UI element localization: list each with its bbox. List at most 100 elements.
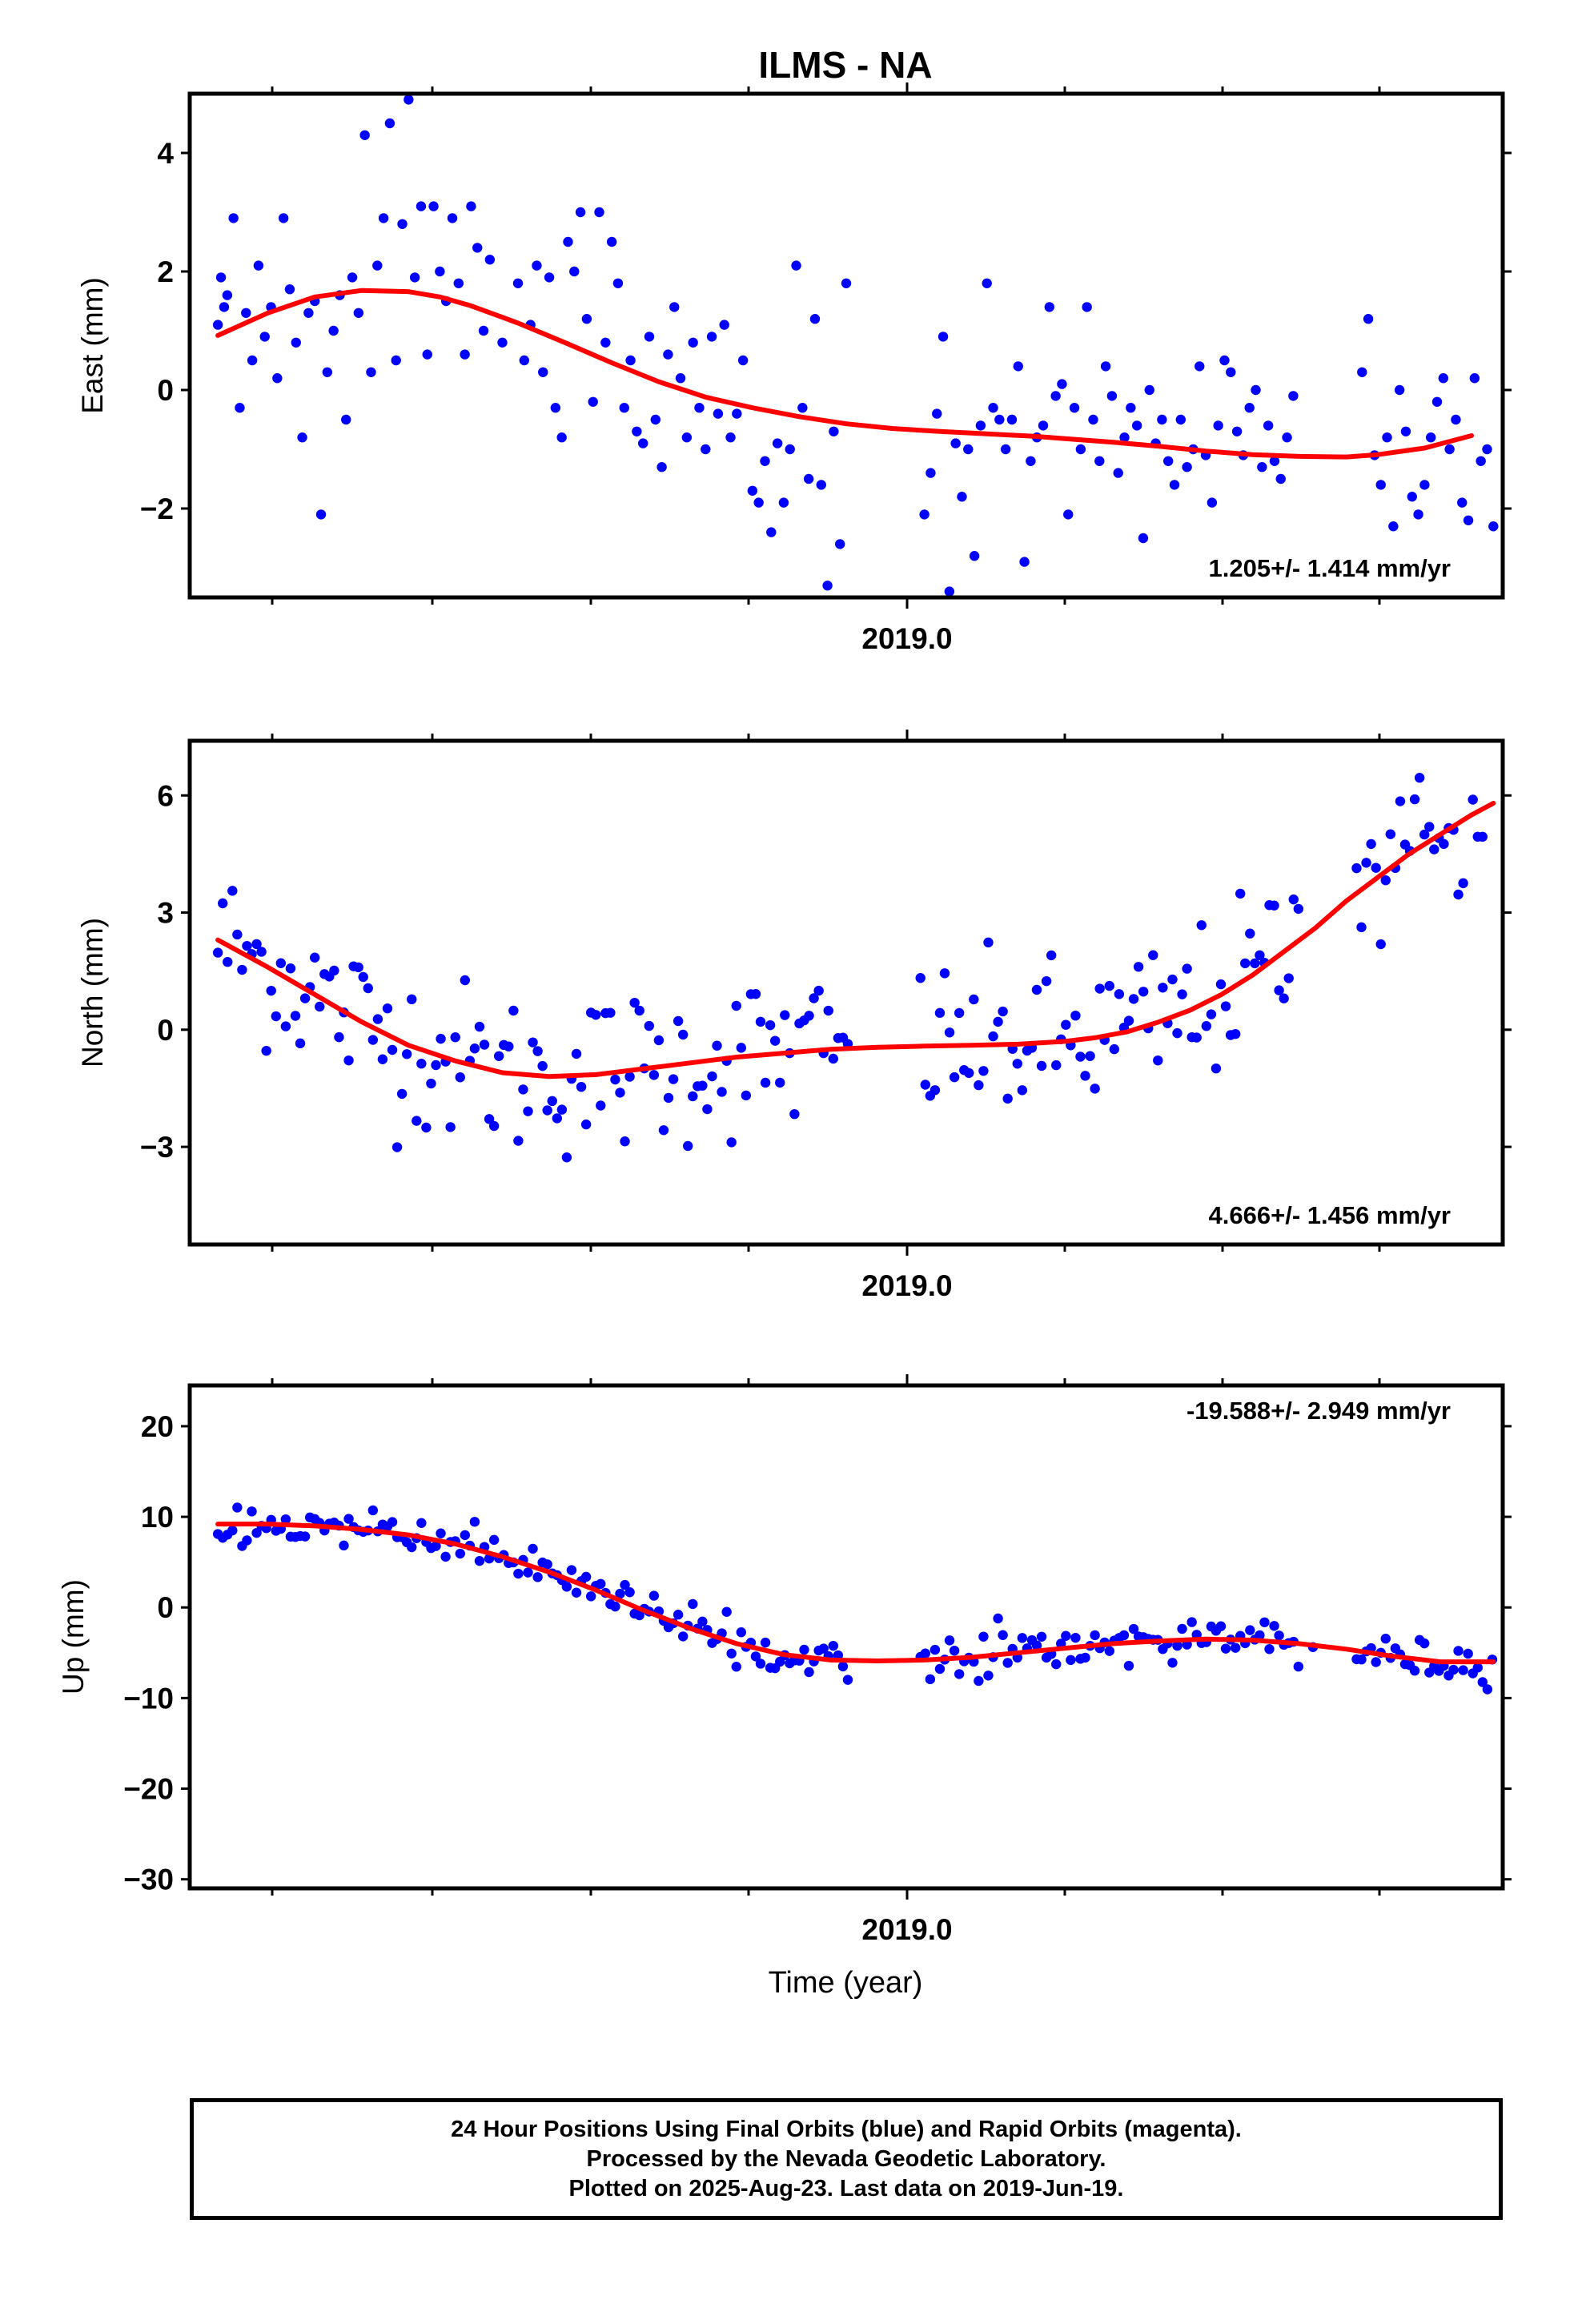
east-plot-area	[212, 94, 1499, 597]
up-data-point	[983, 1671, 994, 1681]
up-data-point	[1259, 1617, 1270, 1627]
up-data-point	[1264, 1644, 1275, 1655]
east-data-point	[688, 337, 698, 348]
up-data-point	[620, 1579, 630, 1590]
panel-up: 20 10 0 −10 −20 −30 2019.0 Up (mm) -19.588+/- 2.…	[57, 1374, 1512, 1946]
east-data-point	[422, 349, 432, 360]
north-data-point	[1211, 1063, 1222, 1074]
east-data-point	[1357, 367, 1367, 377]
up-data-point	[1066, 1655, 1076, 1666]
north-y-tick-label: 0	[157, 1014, 174, 1047]
north-data-point	[571, 1048, 582, 1059]
up-data-point	[615, 1588, 625, 1599]
north-data-point	[1158, 983, 1168, 993]
north-frame	[187, 738, 1505, 1247]
east-data-point	[1094, 456, 1105, 466]
up-data-point	[1002, 1658, 1013, 1668]
north-data-point	[1371, 862, 1381, 873]
east-data-point	[713, 408, 724, 419]
north-data-point	[280, 1021, 291, 1031]
east-data-point	[1394, 384, 1405, 396]
east-data-point	[1400, 426, 1411, 436]
north-data-point	[484, 1114, 495, 1124]
east-data-point	[512, 278, 524, 288]
east-data-point	[341, 414, 351, 425]
north-data-point	[1017, 1085, 1028, 1096]
north-data-point	[988, 1031, 998, 1042]
east-data-point	[1013, 361, 1023, 372]
east-data-point	[675, 373, 686, 384]
east-data-point	[538, 367, 548, 377]
up-data-point	[755, 1659, 766, 1669]
east-data-point	[1263, 420, 1274, 431]
caption-line-3: Plotted on 2025-Aug-23. Last data on 201…	[568, 2175, 1124, 2201]
east-data-point	[1244, 403, 1255, 413]
north-data-point	[580, 1119, 592, 1130]
east-data-point	[932, 408, 942, 419]
north-data-point	[944, 1027, 955, 1038]
up-data-point	[925, 1674, 936, 1685]
north-data-point	[697, 1080, 708, 1091]
up-data-point	[1448, 1664, 1459, 1675]
north-data-point	[1288, 894, 1299, 905]
north-data-point	[668, 1074, 679, 1084]
east-data-point	[803, 473, 814, 485]
up-data-point	[677, 1631, 689, 1642]
east-data-point	[637, 438, 648, 448]
north-data-point	[648, 1070, 660, 1080]
north-data-point	[663, 1092, 674, 1104]
east-data-point	[791, 260, 801, 271]
north-data-point	[285, 963, 296, 974]
north-data-point	[964, 1068, 974, 1079]
up-data-point	[474, 1555, 485, 1566]
up-data-point	[624, 1587, 635, 1598]
east-data-point	[416, 201, 427, 211]
east-data-point	[569, 266, 580, 277]
up-data-point	[1356, 1655, 1367, 1665]
north-data-point	[528, 1037, 538, 1047]
east-data-point	[460, 349, 470, 360]
east-data-point	[785, 444, 795, 455]
east-data-point	[409, 272, 420, 283]
up-data-point	[1380, 1634, 1391, 1644]
east-data-point	[816, 480, 826, 490]
up-data-point	[455, 1548, 465, 1559]
east-data-point	[359, 130, 370, 140]
up-data-point	[1167, 1658, 1178, 1668]
east-data-point	[834, 539, 845, 549]
up-data-point	[1104, 1646, 1114, 1656]
east-y-tick-label: 4	[157, 137, 174, 170]
east-data-point	[366, 367, 376, 377]
east-data-point	[247, 355, 258, 366]
north-data-point	[1070, 1010, 1081, 1021]
north-data-point	[508, 1005, 519, 1016]
east-data-point	[706, 332, 717, 342]
east-data-point	[797, 403, 808, 413]
up-data-point	[1090, 1630, 1100, 1641]
north-data-point	[455, 1072, 465, 1083]
east-data-point	[1131, 420, 1142, 431]
east-data-point	[669, 302, 680, 312]
north-data-point	[726, 1137, 737, 1148]
east-data-point	[428, 201, 439, 211]
east-data-point	[404, 94, 414, 105]
up-data-point	[1051, 1659, 1062, 1670]
east-data-point	[1138, 533, 1149, 544]
east-data-point	[1388, 521, 1399, 532]
north-data-point	[504, 1041, 514, 1051]
north-data-point	[1230, 1028, 1241, 1039]
up-data-point	[818, 1643, 829, 1654]
north-data-point	[1424, 822, 1435, 832]
east-data-point	[563, 236, 573, 247]
east-data-point	[447, 213, 458, 223]
north-data-point	[1269, 900, 1279, 911]
north-data-point	[1182, 963, 1192, 974]
north-data-point	[299, 993, 311, 1003]
north-data-point	[1215, 979, 1227, 990]
east-data-point	[241, 308, 251, 318]
north-data-point	[1250, 958, 1260, 969]
north-data-point	[610, 1074, 620, 1085]
east-data-point	[1288, 391, 1299, 401]
